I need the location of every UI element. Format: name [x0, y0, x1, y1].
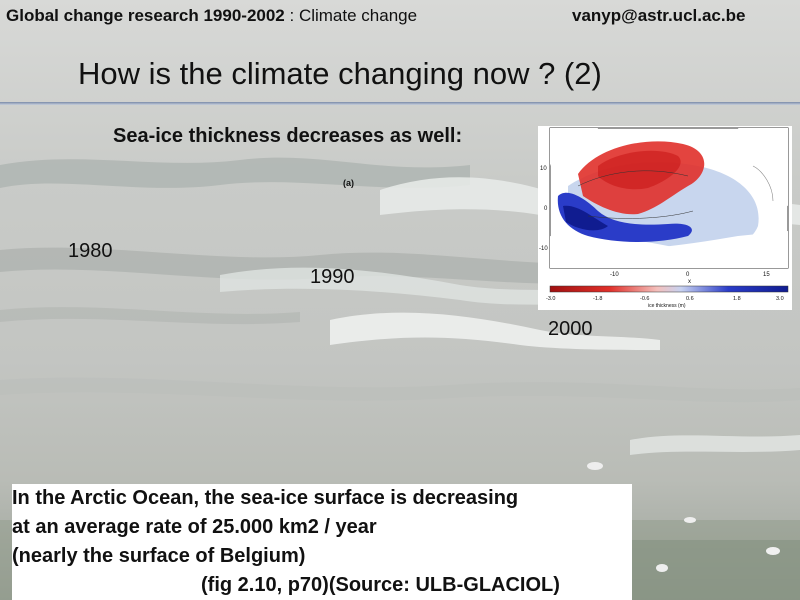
slide-subtitle: Sea-ice thickness decreases as well:	[113, 125, 463, 147]
colorbar-tick: 0.6	[686, 296, 694, 302]
y-tick-label: -10	[539, 246, 548, 252]
year-label-2000: 2000	[548, 318, 593, 340]
header-separator: :	[284, 6, 299, 25]
y-tick-label: 0	[544, 206, 548, 212]
caption-line: (nearly the surface of Belgium)	[12, 545, 306, 567]
year-label-1980: 1980	[68, 240, 113, 262]
colorbar-tick: -1.8	[593, 296, 602, 302]
caption-box: In the Arctic Ocean, the sea-ice surface…	[12, 484, 632, 600]
x-tick-label: -10	[610, 272, 619, 278]
title-divider	[0, 102, 800, 105]
course-topic: Climate change	[298, 6, 418, 25]
x-tick-label: 0	[686, 272, 690, 278]
panel-label: (a)	[343, 178, 354, 188]
x-axis-label: x	[688, 279, 691, 285]
course-title: Global change research 1990-2002	[6, 6, 285, 25]
y-tick-label: 10	[540, 166, 547, 172]
colorbar-tick: -3.0	[546, 296, 555, 302]
caption-line: at an average rate of 25.000 km2 / year	[12, 516, 377, 538]
slide-title: How is the climate changing now ? (2)	[78, 56, 602, 91]
x-tick-label: 15	[763, 272, 770, 278]
colorbar-tick: -0.6	[640, 296, 649, 302]
colorbar-tick: 3.0	[776, 296, 784, 302]
caption-line: In the Arctic Ocean, the sea-ice surface…	[12, 487, 519, 509]
sea-ice-thickness-map: 10 0 -10 -10 0 15 x -3.0 -1.8 -0.6 0.6 1…	[538, 126, 792, 310]
colorbar-tick: 1.8	[733, 296, 741, 302]
colorbar-label: ice thickness (m)	[648, 303, 686, 309]
course-header: Global change research 1990-2002 : Clima…	[6, 6, 417, 26]
colorbar	[549, 285, 789, 293]
caption-source: (fig 2.10, p70)(Source: ULB-GLACIOL)	[201, 574, 560, 596]
author-email: vanyp@astr.ucl.ac.be	[572, 6, 746, 25]
year-label-1990: 1990	[310, 266, 355, 288]
